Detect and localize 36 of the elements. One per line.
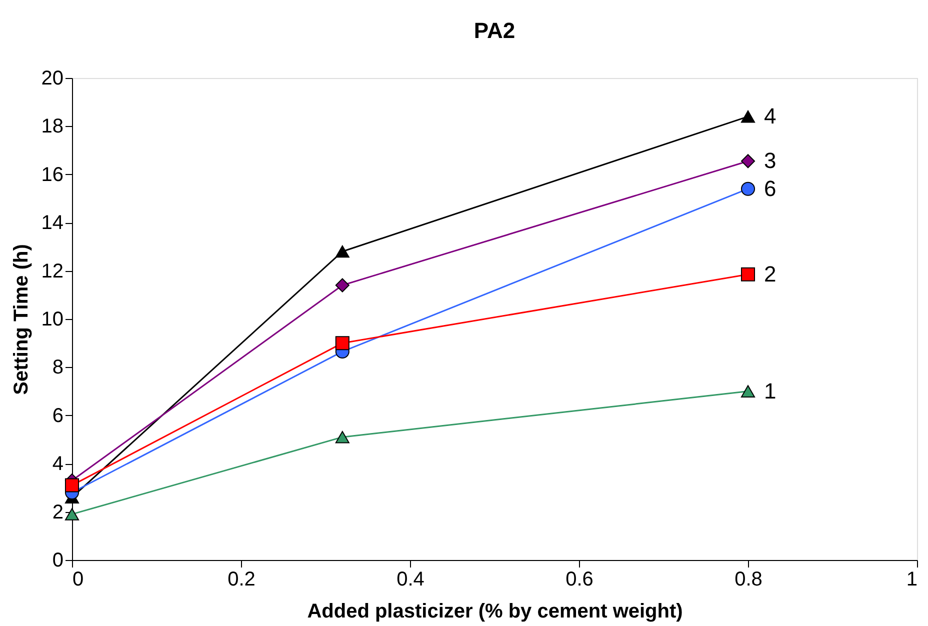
y-tick-label: 14 <box>41 212 64 234</box>
point <box>740 385 756 398</box>
chart-title: PA2 <box>474 18 516 43</box>
x-tick-label: 0.6 <box>566 568 594 590</box>
x-axis-title: Added plasticizer (% by cement weight) <box>307 600 683 622</box>
series-label: 1 <box>764 378 776 404</box>
point <box>335 245 350 258</box>
x-tick-label: 0.8 <box>734 568 762 590</box>
point <box>64 478 80 492</box>
y-tick-label: 12 <box>41 260 64 282</box>
y-tick-label: 18 <box>41 116 64 138</box>
y-tick-label: 6 <box>52 404 64 427</box>
y-tick-label: 20 <box>41 68 64 90</box>
series-label: 2 <box>764 261 776 286</box>
point <box>740 154 756 168</box>
point <box>335 278 350 292</box>
y-tick-label: 0 <box>52 550 64 572</box>
x-tick-label: 0.2 <box>228 568 256 590</box>
y-tick-label: 4 <box>52 453 64 476</box>
x-tick-label: 0.4 <box>396 568 424 590</box>
point <box>335 430 350 444</box>
series-label: 3 <box>764 148 776 174</box>
y-tick-label: 8 <box>52 356 64 379</box>
point <box>335 336 350 350</box>
x-tick-label: 1 <box>906 568 918 590</box>
point <box>740 267 756 282</box>
y-tick-label: 10 <box>41 308 64 330</box>
series-label: 6 <box>764 176 776 201</box>
series-label: 4 <box>764 104 776 129</box>
point <box>740 110 756 123</box>
x-tick-label: 0 <box>72 568 84 590</box>
y-tick-label: 16 <box>41 164 64 186</box>
y-tick-label: 2 <box>52 501 64 524</box>
point <box>64 508 80 520</box>
y-axis-title: Setting Time (h) <box>10 244 32 395</box>
point <box>740 182 756 196</box>
